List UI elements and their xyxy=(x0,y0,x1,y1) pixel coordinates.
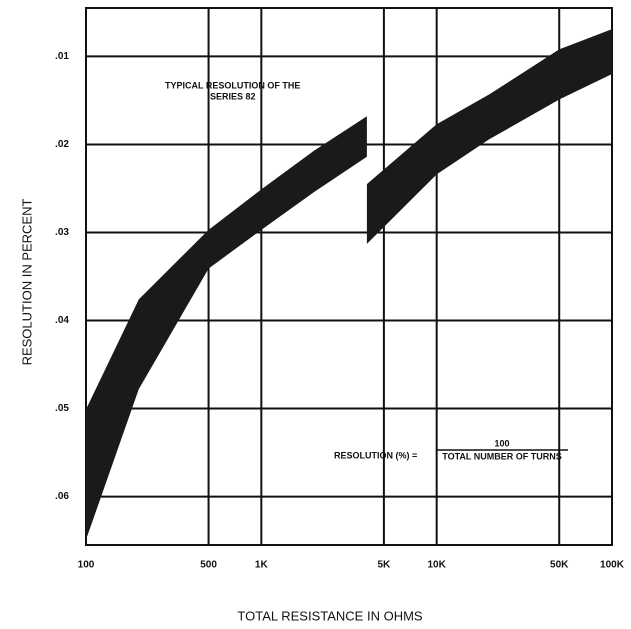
x-tick-label: 50K xyxy=(550,560,569,571)
y-tick-label: .03 xyxy=(55,227,69,238)
x-tick-label: 100K xyxy=(600,560,625,571)
annotation: SERIES 82 xyxy=(210,91,256,101)
y-tick-label: .01 xyxy=(55,51,69,62)
y-tick-label: .06 xyxy=(55,491,69,502)
y-tick-label: .02 xyxy=(55,139,69,150)
y-tick-label: .04 xyxy=(55,315,69,326)
x-tick-label: 1K xyxy=(255,560,269,571)
annotation: TYPICAL RESOLUTION OF THE xyxy=(165,80,300,90)
annotation: 100 xyxy=(494,438,509,448)
band xyxy=(366,29,612,244)
x-tick-label: 5K xyxy=(377,560,391,571)
annotation: RESOLUTION (%) = xyxy=(334,450,417,460)
y-axis-label: RESOLUTION IN PERCENT xyxy=(19,199,34,366)
y-tick-label: .05 xyxy=(55,403,69,414)
annotation: TOTAL NUMBER OF TURNS xyxy=(442,451,562,461)
x-axis-label: TOTAL RESISTANCE IN OHMS xyxy=(237,608,422,623)
x-tick-label: 100 xyxy=(78,560,95,571)
x-tick-label: 500 xyxy=(200,560,217,571)
band xyxy=(86,116,367,540)
x-tick-label: 10K xyxy=(427,560,446,571)
